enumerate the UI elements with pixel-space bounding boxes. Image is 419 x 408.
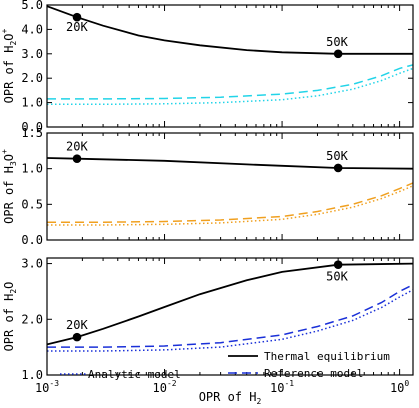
series-thermal-line — [47, 262, 413, 346]
y-tick-label: 1.0 — [21, 96, 43, 110]
marker-20K — [72, 332, 82, 342]
label-part: 3 — [9, 161, 18, 166]
x-tick-label: 100 — [390, 379, 409, 395]
marker-20K — [72, 12, 82, 22]
annotation-50K: 50K — [326, 270, 348, 284]
annotation-20K: 20K — [66, 318, 88, 332]
series-thermal-line — [47, 5, 413, 55]
label-part: O — [2, 33, 16, 40]
x-tick-label: 10-3 — [35, 379, 59, 395]
y-axis-label: OPR of H3O+ — [0, 149, 18, 224]
panel-3: 1.0 2.0 3.0 20K 50K OPR of H2O — [2, 257, 414, 382]
plot-frame — [46, 257, 414, 376]
legend-thermal-label: Thermal equilibrium — [264, 350, 390, 363]
label-part: O — [2, 282, 16, 289]
label-part: OPR of H — [2, 294, 16, 352]
legend-analytic-label: Analytic model — [88, 368, 181, 381]
label-part: 0 — [404, 379, 409, 388]
series-reference-line — [47, 284, 413, 348]
label-part: -2 — [167, 379, 177, 388]
label-part: + — [0, 28, 9, 33]
label-part: 10 — [270, 381, 284, 395]
annotation-20K: 20K — [66, 20, 88, 34]
label-part: O — [2, 154, 16, 161]
series-reference-line — [47, 64, 413, 100]
annotation-50K: 50K — [326, 35, 348, 49]
y-tick-label: 0.0 — [21, 120, 43, 134]
series-group — [47, 5, 413, 106]
x-tick-label: 10-2 — [152, 379, 176, 395]
x-tick-label: 10-1 — [270, 379, 294, 395]
label-part: 2 — [256, 397, 261, 406]
y-tick-label: 3.0 — [21, 257, 43, 271]
series-group — [47, 262, 413, 352]
y-tick-label: 5.0 — [21, 0, 43, 12]
label-part: 10 — [152, 381, 166, 395]
y-tick-label: 3.0 — [21, 47, 43, 61]
plot-frame — [46, 4, 414, 128]
marker-50K — [333, 163, 343, 173]
panel-1: 0.0 1.0 2.0 3.0 4.0 5.0 20K 50K OPR of H2O+ — [0, 0, 414, 134]
label-part: OPR of H — [2, 46, 16, 104]
label-part: -3 — [49, 379, 59, 388]
label-part: 10 — [390, 381, 404, 395]
series-reference-line — [47, 182, 413, 223]
y-axis-label: OPR of H2O — [2, 282, 18, 352]
annotation-20K: 20K — [66, 140, 88, 154]
label-part: 10 — [35, 381, 49, 395]
label-part: + — [0, 149, 9, 154]
series-group — [47, 157, 413, 226]
label-part: OPR of H — [199, 390, 257, 404]
y-tick-label: 2.0 — [21, 312, 43, 326]
marker-50K — [333, 49, 343, 59]
y-tick-label: 2.0 — [21, 71, 43, 85]
y-tick-label: 0.5 — [21, 197, 43, 211]
series-analytic-line — [47, 67, 413, 106]
annotation-50K: 50K — [326, 149, 348, 163]
y-axis-label: OPR of H2O+ — [0, 28, 18, 103]
y-tick-label: 1.0 — [21, 162, 43, 176]
series-thermal-line — [47, 157, 413, 170]
label-part: -1 — [284, 379, 294, 388]
y-tick-label: 1.0 — [21, 368, 43, 382]
label-part: OPR of H — [2, 166, 16, 224]
y-tick-label: 4.0 — [21, 22, 43, 36]
legend-reference-label: Reference model — [264, 367, 363, 380]
marker-20K — [72, 154, 82, 163]
label-part: 2 — [9, 41, 18, 46]
x-axis-label: OPR of H2 — [199, 390, 262, 406]
y-tick-label: 0.0 — [21, 233, 43, 247]
series-analytic-line — [47, 185, 413, 226]
plot-frame — [46, 132, 414, 241]
y-tick-label: 1.5 — [21, 126, 43, 140]
legend: Thermal equilibrium Analytic model Referen… — [60, 350, 390, 381]
marker-50K — [333, 260, 343, 269]
label-part: 2 — [9, 289, 18, 294]
panel-2: 0.0 0.5 1.0 1.5 20K 50K OPR of H3O+ — [0, 126, 414, 247]
